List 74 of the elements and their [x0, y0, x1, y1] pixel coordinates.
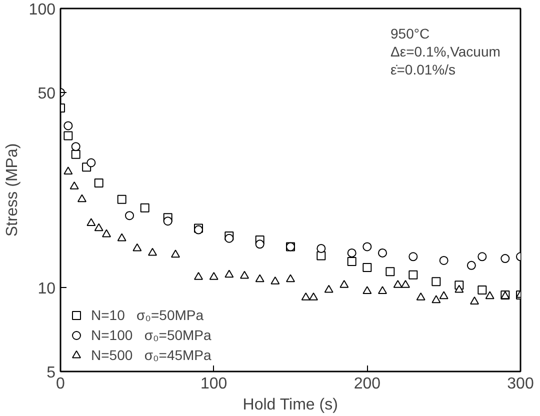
point [393, 280, 402, 288]
point [340, 280, 349, 288]
point [125, 211, 134, 220]
point [148, 248, 157, 256]
point [117, 194, 126, 204]
x-tick-label: 200 [354, 376, 381, 392]
y-tick-label: 10 [38, 280, 56, 298]
point [401, 280, 410, 288]
point [301, 292, 310, 300]
y-tick-label: 100 [28, 2, 56, 18]
point [71, 150, 80, 159]
point [194, 272, 203, 280]
annotation: Δε=0.1%,Vacuum [390, 44, 500, 60]
point [209, 272, 218, 280]
point [470, 296, 479, 304]
point [77, 194, 86, 202]
point [466, 260, 476, 270]
point [386, 267, 395, 276]
point [324, 284, 334, 293]
point [64, 166, 73, 175]
point [64, 121, 73, 130]
point [94, 178, 104, 188]
point [86, 158, 96, 168]
point [102, 229, 111, 238]
y-tick-label: 50 [38, 85, 56, 102]
point [439, 291, 448, 300]
x-tick-label: 0 [56, 376, 66, 392]
x-axis-title: Hold Time (s) [242, 396, 338, 414]
point [86, 218, 96, 226]
point [316, 244, 326, 253]
point [140, 203, 150, 212]
point [478, 252, 487, 262]
point [255, 274, 264, 282]
point [439, 256, 448, 265]
point [432, 295, 441, 304]
point [71, 142, 80, 152]
point [309, 292, 318, 300]
point [408, 252, 418, 262]
legend-label: N=500 σ₀=45MPa [91, 347, 212, 363]
point [270, 276, 280, 284]
point [500, 254, 510, 264]
point [416, 292, 426, 300]
legend-label: N=10 σ₀=50MPa [91, 307, 204, 323]
point [171, 250, 180, 258]
point [240, 270, 249, 279]
point [485, 291, 494, 300]
point [478, 285, 487, 294]
y-axis-title: Stress (MPa) [4, 143, 21, 237]
point [224, 270, 234, 278]
legend-label: N=100 σ₀=50MPa [91, 327, 212, 343]
point [408, 270, 418, 280]
point [64, 131, 73, 140]
point [117, 233, 126, 242]
point [362, 286, 372, 294]
point [132, 243, 142, 252]
point [255, 240, 264, 249]
point [70, 181, 79, 190]
point [347, 256, 356, 266]
point [286, 274, 295, 282]
annotation: 950°C [390, 26, 430, 42]
point [378, 248, 387, 258]
point [224, 234, 234, 243]
point [347, 248, 356, 258]
point [362, 262, 372, 272]
point [362, 242, 372, 252]
annotation: ε̇=0.01%/s [390, 62, 456, 78]
y-tick-label: 5 [46, 364, 56, 382]
point [163, 216, 172, 226]
x-tick-label: 100 [200, 376, 228, 392]
point [378, 286, 387, 294]
x-tick-label: 300 [507, 376, 534, 392]
point [432, 277, 441, 286]
point [454, 284, 464, 293]
point [94, 223, 104, 232]
